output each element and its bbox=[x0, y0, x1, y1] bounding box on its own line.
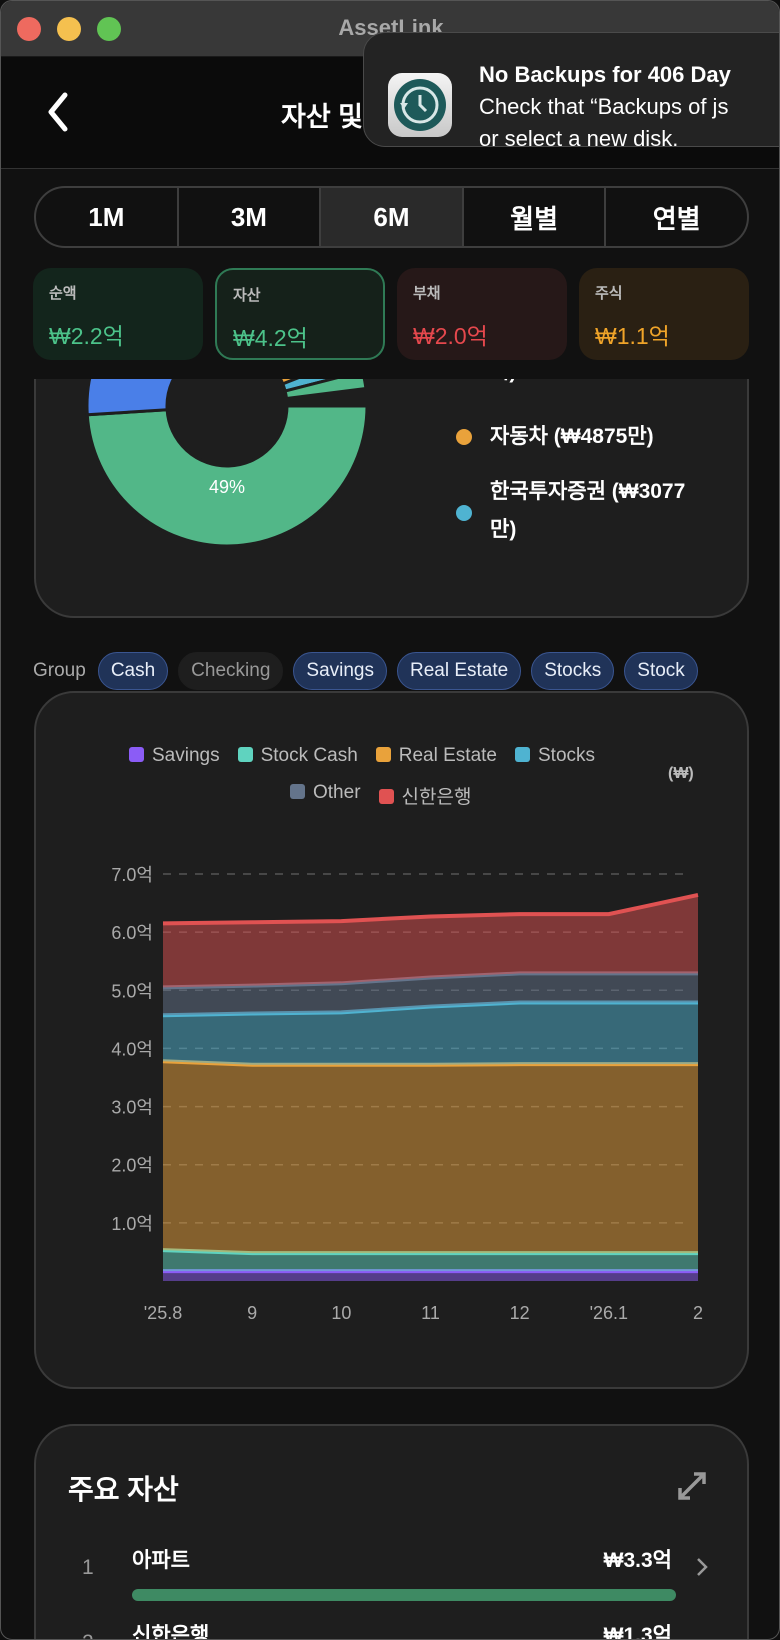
summary-value: ₩1.1억 bbox=[595, 323, 670, 349]
backup-notification[interactable]: No Backups for 406 Day Check that “Backu… bbox=[363, 32, 779, 151]
x-tick-label: '26.1 bbox=[590, 1303, 628, 1323]
period-3m[interactable]: 3M bbox=[179, 188, 322, 246]
y-tick-label: 5.0억 bbox=[111, 981, 153, 1001]
sticky-controls: 1M 3M 6M 월별 연별 순액 ₩2.2억 자산 ₩4.2억 부채 ₩2.0… bbox=[1, 169, 779, 379]
chart-legend-row-2: Other 신한은행 bbox=[290, 782, 471, 809]
asset-name[interactable]: 아파트 bbox=[132, 1549, 190, 1572]
time-machine-icon bbox=[388, 73, 452, 137]
y-tick-label: 1.0억 bbox=[111, 1214, 153, 1234]
period-monthly[interactable]: 월별 bbox=[464, 188, 607, 246]
line-신한은행 bbox=[162, 892, 699, 926]
y-tick-label: 4.0억 bbox=[111, 1039, 153, 1059]
donut-percent-label: 49% bbox=[209, 477, 245, 497]
y-tick-label: 3.0억 bbox=[111, 1098, 153, 1118]
asset-share-bar bbox=[132, 1589, 676, 1601]
summary-card-liabilities[interactable]: 부채 ₩2.0억 bbox=[397, 268, 567, 360]
area-Savings bbox=[163, 1271, 698, 1281]
asset-value: ₩1.3억 bbox=[603, 1624, 672, 1640]
summary-label: 주식 bbox=[595, 285, 623, 302]
legend-label-cont: 만) bbox=[490, 518, 517, 541]
chart-legend-row-1: Savings Stock Cash Real Estate Stocks bbox=[129, 745, 595, 767]
y-tick-label: 2.0억 bbox=[111, 1156, 153, 1176]
area-Real Estate bbox=[163, 1061, 698, 1254]
close-window-button[interactable] bbox=[17, 17, 41, 41]
chip-real-estate[interactable]: Real Estate bbox=[397, 652, 522, 690]
stacked-area-chart: 1.0억 2.0억 3.0억 4.0억 5.0억 6.0억 7.0억 '25.8 9 10 11 12… bbox=[111, 865, 703, 1323]
period-1m[interactable]: 1M bbox=[36, 188, 179, 246]
summary-card-net[interactable]: 순액 ₩2.2억 bbox=[33, 268, 203, 360]
period-yearly[interactable]: 연별 bbox=[652, 203, 701, 234]
group-label: Group bbox=[33, 660, 86, 681]
legend-dot bbox=[456, 505, 472, 521]
notification-body-line2: or select a new disk. bbox=[479, 126, 679, 151]
area-Stock Cash bbox=[163, 1250, 698, 1272]
page-title: 자산 및 bbox=[281, 102, 364, 132]
legend-item-shinhan[interactable]: 신한은행 bbox=[378, 782, 471, 809]
chip-savings[interactable]: Savings bbox=[293, 652, 387, 690]
summary-card-assets[interactable]: 자산 ₩4.2억 bbox=[215, 268, 385, 360]
top-assets-card: 주요 자산 1 아파트 ₩3.3억 2 신한은행 ₩1.3억 bbox=[34, 1424, 749, 1640]
summary-label: 자산 bbox=[233, 287, 261, 304]
legend-item-real-estate[interactable]: Real Estate bbox=[375, 745, 497, 767]
chip-stocks[interactable]: Stocks bbox=[531, 652, 615, 690]
donut-segment[interactable] bbox=[85, 404, 369, 548]
x-tick-label: 2 bbox=[693, 1303, 703, 1323]
legend-label: 한국투자증권 (₩3077 bbox=[490, 480, 686, 503]
legend-item-savings[interactable]: Savings bbox=[129, 745, 220, 767]
expand-icon[interactable] bbox=[676, 1470, 708, 1502]
x-tick-label: 10 bbox=[331, 1303, 351, 1323]
notification-body-line1: Check that “Backups of js bbox=[479, 94, 729, 119]
chip-checking[interactable]: Checking bbox=[178, 652, 284, 690]
asset-value: ₩3.3억 bbox=[603, 1549, 672, 1572]
summary-value: ₩2.2억 bbox=[49, 323, 124, 349]
area-Other bbox=[163, 973, 698, 1016]
summary-label: 부채 bbox=[413, 285, 441, 302]
trend-chart-card: Savings Stock Cash Real Estate Stocks Ot… bbox=[34, 691, 749, 1389]
legend-item-other[interactable]: Other bbox=[290, 782, 361, 809]
legend-label: 자동차 (₩4875만) bbox=[490, 425, 654, 448]
notification-title: No Backups for 406 Day bbox=[479, 62, 731, 87]
chip-cash[interactable]: Cash bbox=[97, 652, 169, 690]
summary-value: ₩2.0억 bbox=[413, 323, 488, 349]
minimize-window-button[interactable] bbox=[57, 17, 81, 41]
x-tick-label: '25.8 bbox=[144, 1303, 182, 1323]
legend-dot bbox=[456, 429, 472, 445]
summary-value: ₩4.2억 bbox=[233, 325, 308, 351]
line-Stocks bbox=[162, 1000, 698, 1018]
x-tick-label: 11 bbox=[421, 1303, 440, 1323]
summary-label: 순액 bbox=[49, 285, 77, 302]
legend-item-stock-cash[interactable]: Stock Cash bbox=[237, 745, 358, 767]
group-filter-row: Group Cash Checking Savings Real Estate … bbox=[33, 651, 749, 691]
chevron-right-icon[interactable] bbox=[694, 1556, 710, 1578]
donut-legend-item[interactable]: 한국투자증권 (₩3077 만) bbox=[456, 473, 716, 549]
summary-card-stocks[interactable]: 주식 ₩1.1억 bbox=[579, 268, 749, 360]
chevron-left-icon bbox=[48, 92, 68, 132]
unit-label: (₩) bbox=[668, 765, 694, 782]
legend-item-stocks[interactable]: Stocks bbox=[515, 745, 595, 767]
y-tick-label: 6.0억 bbox=[111, 923, 153, 943]
top-assets-title: 주요 자산 bbox=[68, 1474, 179, 1505]
y-tick-label: 7.0억 bbox=[111, 865, 153, 885]
asset-rank: 2 bbox=[82, 1631, 94, 1639]
chip-stock[interactable]: Stock bbox=[624, 652, 698, 690]
zoom-window-button[interactable] bbox=[97, 17, 121, 41]
period-selector: 1M 3M 6M 월별 연별 bbox=[34, 186, 749, 248]
x-tick-label: 9 bbox=[247, 1303, 257, 1323]
donut-legend-item[interactable]: 자동차 (₩4875만) bbox=[456, 418, 716, 456]
period-6m[interactable]: 6M bbox=[321, 188, 464, 246]
area-Stocks bbox=[163, 1002, 698, 1065]
area-신한은행 bbox=[163, 894, 698, 988]
asset-name[interactable]: 신한은행 bbox=[132, 1624, 210, 1640]
x-tick-label: 12 bbox=[510, 1303, 530, 1323]
back-button[interactable] bbox=[41, 87, 81, 137]
asset-rank: 1 bbox=[82, 1556, 94, 1579]
